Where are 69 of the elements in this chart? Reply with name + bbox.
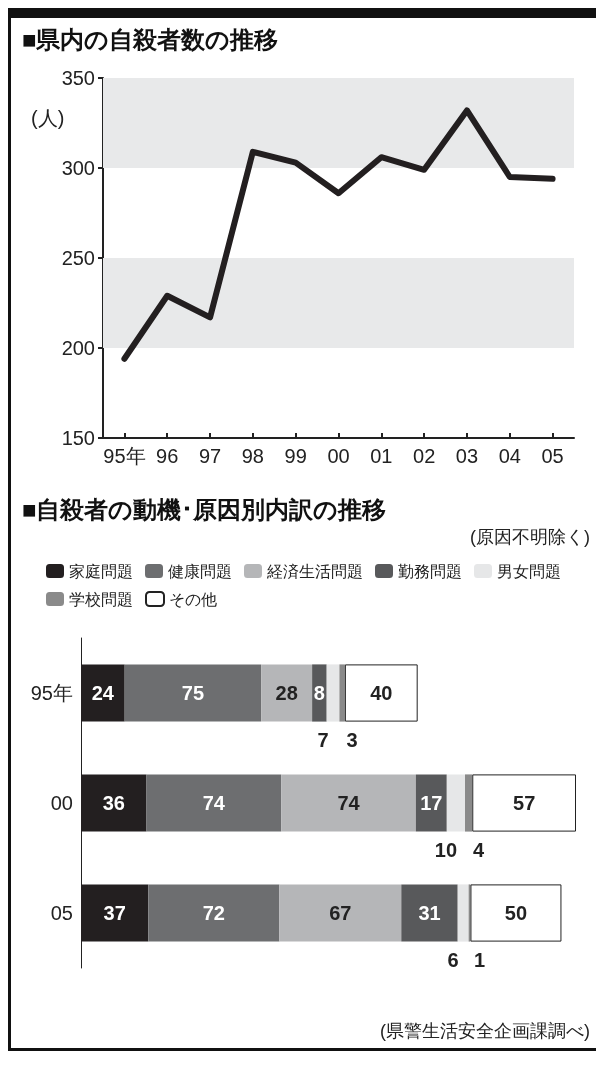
x-tick-label: 04	[498, 445, 521, 467]
chart-subtitle: (原因不明除く)	[470, 527, 591, 547]
bar	[415, 774, 447, 832]
bar	[261, 664, 313, 722]
data-label: 74	[202, 792, 226, 814]
data-label: 40	[370, 682, 393, 704]
y-tick-label: 300	[61, 157, 95, 179]
legend-label: 経済生活問題	[266, 562, 363, 580]
y-tick-label: 05	[50, 902, 73, 924]
y-axis-title: (人)	[31, 107, 65, 129]
data-label: 50	[504, 902, 528, 924]
x-tick-label: 98	[241, 445, 264, 467]
chart-title: ■自殺者の動機･原因別内訳の推移	[22, 495, 387, 523]
bar	[281, 774, 416, 832]
data-label: 72	[202, 902, 225, 924]
bar	[279, 884, 402, 942]
text: (県警生活安全企画課調べ)	[380, 1021, 591, 1041]
y-tick-label: 95年	[30, 682, 73, 704]
legend-label: その他	[169, 590, 217, 608]
bar	[401, 884, 458, 942]
legend-label: 健康問題	[168, 562, 232, 580]
data-label: 37	[103, 902, 126, 924]
bar	[124, 664, 262, 722]
data-label: 7	[317, 728, 329, 751]
chart-title: ■県内の自殺者数の推移	[22, 25, 279, 53]
legend-label: 学校問題	[69, 590, 133, 608]
x-tick-label: 97	[198, 445, 222, 467]
x-tick-label: 96	[156, 445, 179, 467]
legend-label: 勤務問題	[398, 562, 462, 580]
x-tick-label: 00	[327, 445, 350, 467]
data-label: 8	[313, 682, 325, 704]
bar	[464, 774, 473, 832]
y-tick-label: 250	[61, 247, 95, 269]
x-tick-label: 02	[413, 445, 436, 467]
bar	[344, 664, 418, 722]
bar	[148, 884, 280, 942]
data-label: 28	[275, 682, 298, 704]
data-label: 4	[473, 838, 486, 861]
x-tick-label: 01	[370, 445, 393, 467]
x-tick-label: 03	[455, 445, 479, 467]
data-label: 31	[418, 902, 441, 924]
bar	[472, 774, 576, 832]
x-tick-label: 99	[284, 445, 307, 467]
bar	[470, 884, 562, 942]
bar	[312, 664, 327, 722]
y-tick-label: 200	[61, 337, 95, 359]
data-label: 75	[181, 682, 205, 704]
x-tick-label: 05	[541, 445, 564, 467]
data-label: 17	[420, 792, 443, 814]
legend-label: 男女問題	[497, 562, 561, 580]
data-label: 36	[102, 792, 125, 814]
data-label: 67	[329, 902, 352, 924]
data-label: 6	[447, 948, 459, 971]
bar	[146, 774, 282, 832]
bar	[339, 664, 345, 722]
data-label: 24	[91, 682, 115, 704]
y-tick-label: 150	[61, 427, 95, 449]
data-label: 10	[434, 838, 458, 861]
bar	[446, 774, 465, 832]
data-label: 57	[513, 792, 536, 814]
bar	[457, 884, 469, 942]
legend-label: 家庭問題	[69, 562, 133, 580]
y-tick-label: 00	[50, 792, 73, 814]
data-label: 74	[337, 792, 361, 814]
data-label: 1	[473, 948, 486, 971]
data-label: 3	[346, 728, 358, 751]
x-tick-label: 95年	[103, 445, 146, 467]
y-tick-label: 350	[61, 67, 95, 89]
bar	[326, 664, 340, 722]
